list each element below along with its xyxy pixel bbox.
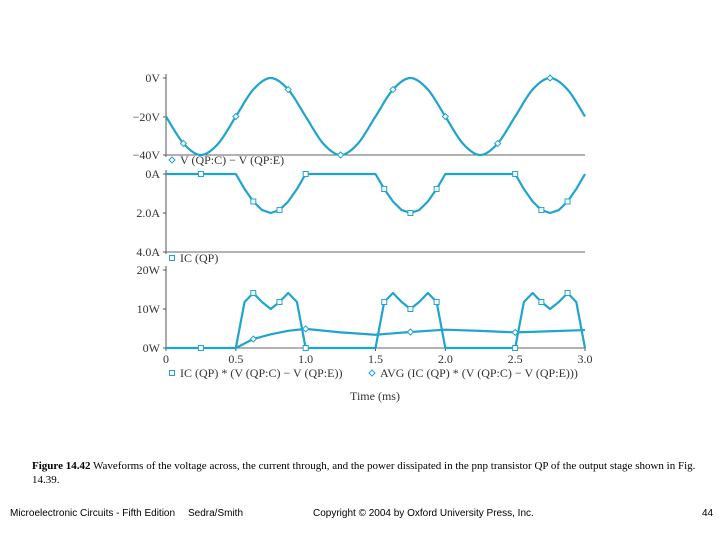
power-panel: 20W 10W 0W0 0.5 1.0 1.5 2.0 2.5 3.0 IC (QP) * (V … <box>137 263 593 380</box>
y-tick-label: 0W <box>143 341 161 355</box>
data-point <box>284 85 292 94</box>
data-point <box>538 207 545 214</box>
y-tick-label: 20W <box>137 263 161 277</box>
data-point <box>433 298 440 305</box>
legend-marker <box>168 156 176 164</box>
series-line <box>166 291 587 350</box>
data-point <box>564 290 571 297</box>
x-tick-label: 2.0 <box>438 352 453 366</box>
data-point <box>512 171 519 177</box>
data-point <box>406 328 415 336</box>
y-tick-label: 0V <box>145 71 160 85</box>
x-axis-label: Time (ms) <box>350 389 400 403</box>
legend-entry: AVG (IC (QP) * (V (QP:C) − V (QP:E))) <box>380 366 578 380</box>
figure-caption: Figure 14.42 Waveforms of the voltage ac… <box>32 459 702 487</box>
x-tick-label: 1.5 <box>368 352 383 366</box>
legend-marker <box>169 370 175 376</box>
legend-entry: V (QP:C) − V (QP:E) <box>180 153 284 167</box>
legend-marker <box>169 255 175 261</box>
y-tick-label: −40V <box>133 148 161 162</box>
y-tick-label: 10W <box>137 302 161 316</box>
footer-copyright: Copyright © 2004 by Oxford University Pr… <box>313 508 534 519</box>
footer-page-number: 44 <box>702 508 714 519</box>
y-tick-label: −20V <box>133 110 161 124</box>
y-tick-label: 0A <box>145 167 160 181</box>
footer-authors: Sedra/Smith <box>188 508 244 519</box>
data-point <box>250 198 257 205</box>
data-point <box>336 151 345 159</box>
data-point <box>512 345 519 351</box>
y-tick-label: 4.0A <box>136 245 160 259</box>
data-point <box>276 207 283 214</box>
legend-entry: IC (QP) * (V (QP:C) − V (QP:E)) <box>180 366 342 380</box>
footer-book-title: Microelectronic Circuits - Fifth Edition <box>10 508 176 519</box>
series-line <box>165 76 586 157</box>
data-point <box>511 328 519 337</box>
x-tick-label: 3.0 <box>578 352 593 366</box>
data-point <box>197 345 204 351</box>
series-line <box>166 172 586 215</box>
caption-label: Figure 14.42 <box>32 460 91 472</box>
data-point <box>249 335 257 343</box>
data-point <box>407 306 414 312</box>
x-tick-label: 0 <box>163 352 169 366</box>
data-point <box>381 186 388 193</box>
data-point <box>302 171 309 177</box>
y-tick-label: 2.0A <box>136 206 160 220</box>
data-point <box>197 171 204 177</box>
x-tick-label: 2.5 <box>508 352 523 366</box>
data-point <box>301 325 310 333</box>
data-point <box>276 298 283 305</box>
data-point <box>232 112 240 121</box>
voltage-panel: 0V −20V −40V V (QP:C) − V (QP:E) <box>133 71 586 167</box>
caption-text: Waveforms of the voltage across, the cur… <box>32 460 696 486</box>
data-point <box>250 290 257 297</box>
x-tick-label: 0.5 <box>228 352 243 366</box>
data-point <box>546 74 554 82</box>
data-point <box>302 345 309 351</box>
legend-entry: IC (QP) <box>180 251 218 265</box>
data-point <box>407 210 414 216</box>
data-point <box>441 112 450 121</box>
data-point <box>381 298 388 305</box>
waveform-chart: 0V −20V −40V V (QP:C) − V (QP:E) 0A 2.0A 4.0A… <box>133 71 593 403</box>
legend-marker <box>368 369 376 377</box>
data-point <box>538 298 545 305</box>
x-tick-label: 1.0 <box>298 352 313 366</box>
data-point <box>433 186 440 193</box>
data-point <box>494 139 502 148</box>
data-point <box>564 198 571 205</box>
data-point <box>179 139 188 148</box>
current-panel: 0A 2.0A 4.0A IC (QP) <box>136 167 586 265</box>
data-point <box>389 85 397 94</box>
